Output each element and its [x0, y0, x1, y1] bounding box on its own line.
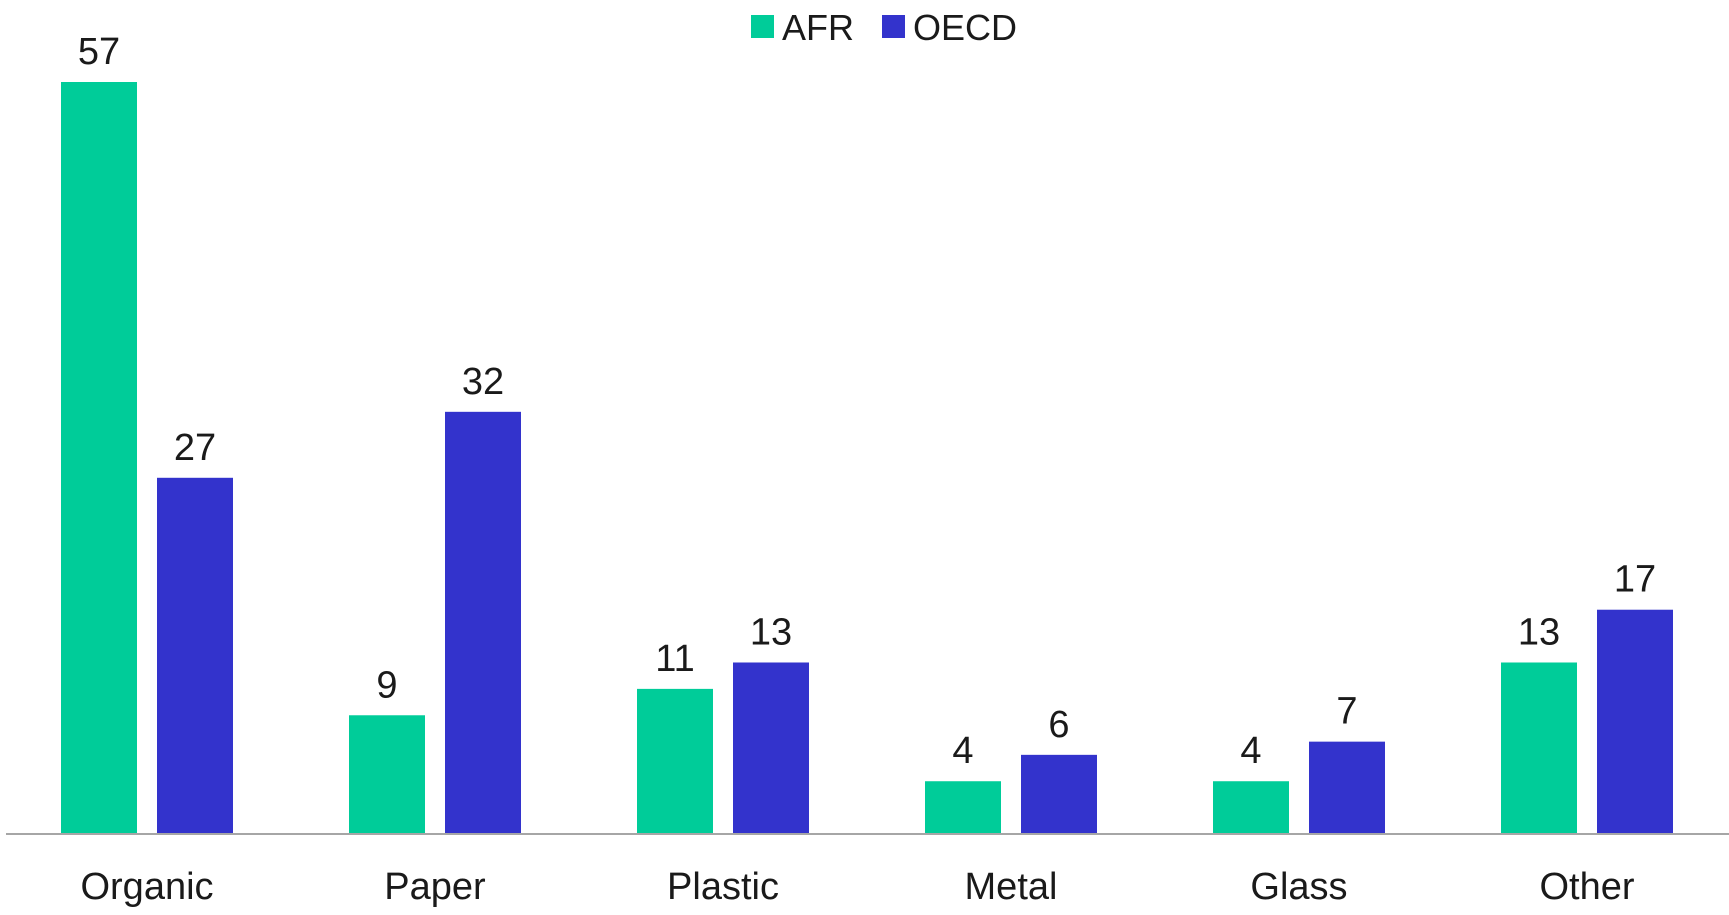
data-label-organic-afr: 57 [78, 31, 120, 73]
data-label-other-oecd: 17 [1614, 559, 1656, 601]
data-label-plastic-afr: 11 [655, 638, 694, 680]
x-tick-label-glass: Glass [1250, 866, 1347, 908]
bar-metal-afr [925, 781, 1001, 834]
bar-paper-afr [349, 715, 425, 834]
data-label-glass-oecd: 7 [1336, 691, 1357, 733]
bars-group [61, 82, 1673, 834]
x-tick-label-metal: Metal [965, 866, 1058, 908]
legend: AFR OECD [751, 7, 1017, 48]
data-label-plastic-oecd: 13 [750, 611, 792, 653]
bar-organic-oecd [157, 477, 233, 834]
x-tick-label-organic: Organic [80, 866, 213, 908]
bar-plastic-afr [637, 688, 713, 834]
bar-glass-afr [1213, 781, 1289, 834]
data-label-glass-afr: 4 [1240, 730, 1261, 772]
x-tick-label-plastic: Plastic [667, 866, 779, 908]
bar-paper-oecd [445, 411, 521, 834]
data-label-organic-oecd: 27 [174, 427, 216, 469]
legend-swatch-afr [751, 15, 774, 38]
x-tick-labels-group: Organic Paper Plastic Metal Glass Other [80, 866, 1634, 908]
data-label-metal-oecd: 6 [1048, 704, 1069, 746]
data-labels-group: 57 27 9 32 11 13 4 6 4 7 13 17 [78, 31, 1656, 772]
data-label-other-afr: 13 [1518, 611, 1560, 653]
legend-label-afr: AFR [782, 7, 854, 48]
legend-label-oecd: OECD [913, 7, 1017, 48]
bar-metal-oecd [1021, 754, 1097, 834]
bar-organic-afr [61, 82, 137, 834]
bar-other-afr [1501, 662, 1577, 834]
bar-plastic-oecd [733, 662, 809, 834]
legend-swatch-oecd [882, 15, 905, 38]
x-tick-label-paper: Paper [384, 866, 486, 908]
bar-other-oecd [1597, 609, 1673, 834]
data-label-paper-oecd: 32 [462, 361, 504, 403]
x-tick-label-other: Other [1539, 866, 1634, 908]
data-label-metal-afr: 4 [952, 730, 973, 772]
data-label-paper-afr: 9 [376, 664, 397, 706]
bar-glass-oecd [1309, 741, 1385, 834]
